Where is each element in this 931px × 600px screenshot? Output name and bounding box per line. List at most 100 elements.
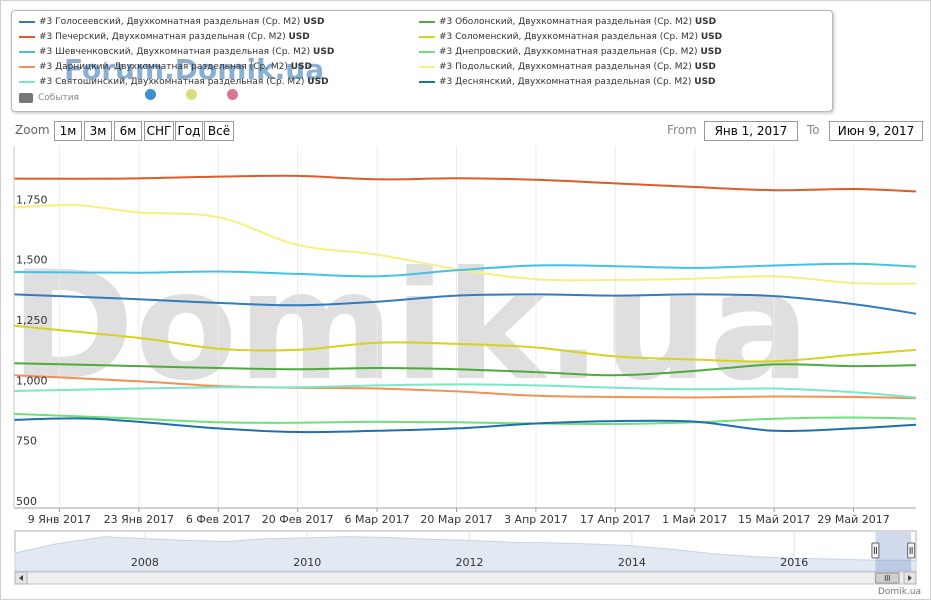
x-tick-label: 17 Апр 2017 xyxy=(580,513,651,526)
legend-unit: USD xyxy=(288,32,310,42)
legend-events[interactable]: События xyxy=(19,92,79,104)
legend-item[interactable]: #3 Святошинский, Двухкомнатная раздельна… xyxy=(19,76,329,88)
legend-item[interactable]: #3 Печерский, Двухкомнатная раздельная (… xyxy=(19,31,310,43)
legend-panel: Forum.Domik.ua #3 Голосеевский, Двухкомн… xyxy=(11,10,833,112)
legend-unit: USD xyxy=(700,32,723,42)
x-tick-label: 1 Май 2017 xyxy=(662,513,727,526)
x-tick-label: 6 Фев 2017 xyxy=(186,513,251,526)
legend-label: #3 Святошинский, Двухкомнатная раздельна… xyxy=(39,77,308,87)
legend-label: #3 Деснянский, Двухкомнатная раздельная … xyxy=(439,77,695,87)
legend-label: #3 Голосеевский, Двухкомнатная раздельна… xyxy=(39,17,304,27)
navigator-selection[interactable] xyxy=(875,532,912,571)
navigator-year-label: 2008 xyxy=(131,556,159,569)
events-swatch-icon xyxy=(19,92,33,103)
zoom-label: Zoom xyxy=(15,123,50,137)
legend-swatch-icon xyxy=(19,50,35,53)
legend-label: #3 Днепровский, Двухкомнатная раздельная… xyxy=(439,47,701,57)
event-marker-dot[interactable] xyxy=(186,89,197,100)
legend-item[interactable]: #3 Дарницкий, Двухкомнатная раздельная (… xyxy=(19,61,312,73)
forum-watermark: Forum.Domik.ua xyxy=(64,53,325,86)
legend-swatch-icon xyxy=(19,65,35,68)
range-from-input[interactable]: Янв 1, 2017 xyxy=(704,121,798,141)
y-tick-label: 1,250 xyxy=(16,314,48,327)
range-to-input[interactable]: Июн 9, 2017 xyxy=(829,121,923,141)
zoom-6m-button[interactable]: 6м xyxy=(114,121,142,141)
series-line[interactable] xyxy=(13,203,917,285)
x-tick-label: 23 Янв 2017 xyxy=(104,513,174,526)
legend-item[interactable]: #3 Голосеевский, Двухкомнатная раздельна… xyxy=(19,16,324,28)
zoom-1y-button[interactable]: Год xyxy=(175,121,203,141)
legend-label: #3 Подольский, Двухкомнатная раздельная … xyxy=(439,62,695,72)
legend-unit: USD xyxy=(313,47,335,57)
arrow-left-icon xyxy=(19,575,23,581)
zoom-3m-button[interactable]: 3м xyxy=(84,121,112,141)
series-line[interactable] xyxy=(13,417,917,434)
legend-swatch-icon xyxy=(419,80,435,83)
zoom-1m-button[interactable]: 1м xyxy=(54,121,82,141)
navigator-scrollbar-track[interactable] xyxy=(14,571,917,585)
legend-item[interactable]: #3 Подольский, Двухкомнатная раздельная … xyxy=(419,61,716,73)
x-tick-label: 15 Май 2017 xyxy=(738,513,810,526)
series-line[interactable] xyxy=(13,362,917,377)
legend-unit: USD xyxy=(694,77,716,87)
events-label: События xyxy=(38,93,79,103)
legend-label: #3 Дарницкий, Двухкомнатная раздельная (… xyxy=(39,62,291,72)
x-tick-label: 9 Янв 2017 xyxy=(28,513,91,526)
legend-swatch-icon xyxy=(19,20,35,23)
navigator-year-label: 2012 xyxy=(456,556,484,569)
legend-item[interactable]: #3 Соломенский, Двухкомнатная раздельная… xyxy=(419,31,722,43)
y-tick-label: 500 xyxy=(16,495,37,508)
legend-swatch-icon xyxy=(19,80,35,83)
x-tick-label: 6 Мар 2017 xyxy=(344,513,409,526)
x-tick-label: 20 Фев 2017 xyxy=(262,513,334,526)
series-line[interactable] xyxy=(13,324,917,363)
legend-unit: USD xyxy=(694,62,716,72)
credit-link[interactable]: Domik.ua xyxy=(878,587,921,597)
zoom-all-button[interactable]: Всё xyxy=(204,121,234,141)
legend-swatch-icon xyxy=(419,35,435,38)
zoom-ytd-button[interactable]: СНГ xyxy=(144,121,174,141)
series-line[interactable] xyxy=(13,293,917,315)
navigator-handle[interactable] xyxy=(871,542,880,559)
navigator-year-label: 2016 xyxy=(780,556,808,569)
event-marker-dot[interactable] xyxy=(227,89,238,100)
legend-swatch-icon xyxy=(419,50,435,53)
legend-unit: USD xyxy=(303,17,325,27)
legend-unit: USD xyxy=(290,62,313,72)
legend-unit: USD xyxy=(307,77,329,87)
event-marker-dot[interactable] xyxy=(145,89,156,100)
x-tick-label: 3 Апр 2017 xyxy=(504,513,568,526)
legend-swatch-icon xyxy=(419,65,435,68)
y-tick-label: 1,000 xyxy=(16,374,48,387)
series-line[interactable] xyxy=(13,262,917,278)
legend-item[interactable]: #3 Оболонский, Двухкомнатная раздельная … xyxy=(419,16,716,28)
range-to-label: To xyxy=(807,123,820,137)
arrow-right-icon xyxy=(908,575,912,581)
x-tick-label: 29 Май 2017 xyxy=(817,513,889,526)
y-tick-label: 1,750 xyxy=(16,193,48,206)
navigator-year-label: 2014 xyxy=(618,556,646,569)
legend-label: #3 Соломенский, Двухкомнатная раздельная… xyxy=(439,32,701,42)
legend-swatch-icon xyxy=(19,35,35,38)
legend-label: #3 Шевченковский, Двухкомнатная раздельн… xyxy=(39,47,314,57)
legend-unit: USD xyxy=(694,17,717,27)
legend-item[interactable]: #3 Деснянский, Двухкомнатная раздельная … xyxy=(419,76,716,88)
series-line[interactable] xyxy=(13,374,917,400)
navigator-year-label: 2010 xyxy=(293,556,321,569)
series-line[interactable] xyxy=(13,412,917,426)
series-line[interactable] xyxy=(13,383,917,399)
legend-unit: USD xyxy=(700,47,722,57)
legend-item[interactable]: #3 Шевченковский, Двухкомнатная раздельн… xyxy=(19,46,334,58)
y-tick-label: 1,500 xyxy=(16,254,48,267)
legend-label: #3 Оболонский, Двухкомнатная раздельная … xyxy=(439,17,695,27)
navigator-area xyxy=(14,536,917,572)
x-tick-label: 20 Мар 2017 xyxy=(420,513,492,526)
legend-swatch-icon xyxy=(419,20,435,23)
range-from-label: From xyxy=(667,123,697,137)
legend-label: #3 Печерский, Двухкомнатная раздельная (… xyxy=(39,32,289,42)
y-tick-label: 750 xyxy=(16,435,37,448)
legend-item[interactable]: #3 Днепровский, Двухкомнатная раздельная… xyxy=(419,46,722,58)
navigator-handle[interactable] xyxy=(907,542,916,559)
series-line[interactable] xyxy=(13,174,917,193)
